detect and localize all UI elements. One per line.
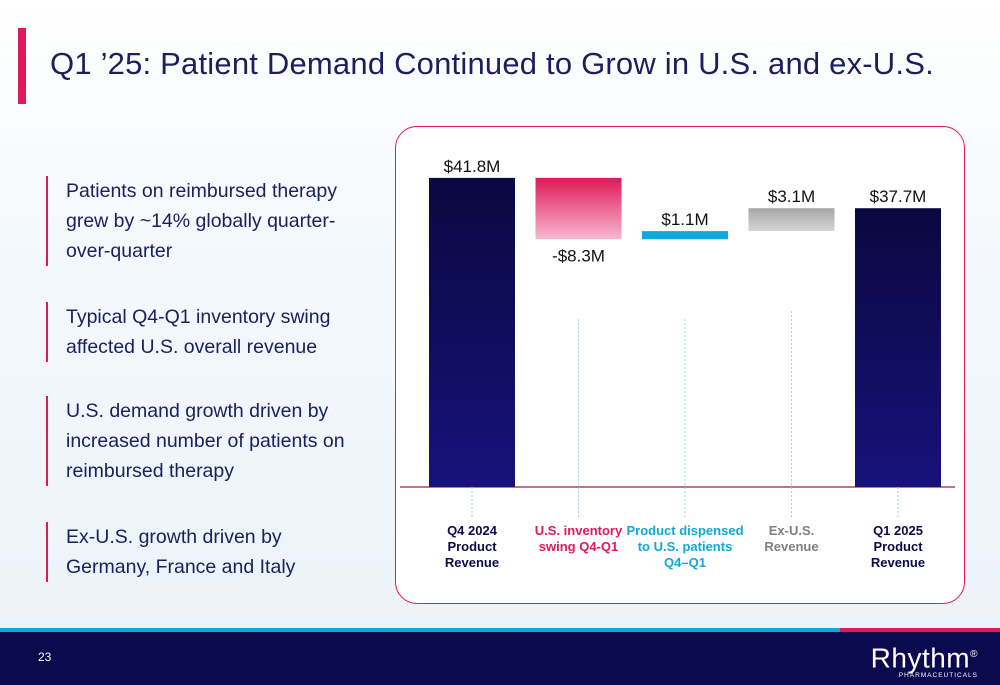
- data-label-1: -$8.3M: [552, 246, 605, 265]
- rhythm-logo: Rhythm® PHARMACEUTICALS: [870, 641, 978, 680]
- bullet-line: Typical Q4-Q1 inventory swing: [66, 306, 331, 328]
- category-label-1: U.S. inventory: [535, 523, 623, 538]
- bullet-item: Typical Q4-Q1 inventory swing affected U…: [46, 302, 330, 362]
- category-label-2: Q4–Q1: [664, 555, 706, 570]
- bar-4: [855, 208, 941, 487]
- category-label-4: Revenue: [871, 555, 925, 570]
- bar-2: [642, 231, 728, 240]
- bullet-line: Patients on reimbursed therapy: [66, 180, 337, 202]
- category-label-0: Revenue: [445, 555, 499, 570]
- logo-subtitle: PHARMACEUTICALS: [898, 672, 978, 680]
- category-label-0: Q4 2024: [447, 523, 498, 538]
- bullet-line: Germany, France and Italy: [66, 556, 296, 578]
- title-accent-bar: [18, 28, 26, 104]
- bar-3: [748, 208, 835, 232]
- logo-registered-mark: ®: [970, 649, 978, 660]
- page-number: 23: [38, 650, 52, 664]
- category-label-0: Product: [447, 539, 497, 554]
- bullet-item: Ex-U.S. growth driven by Germany, France…: [46, 522, 295, 582]
- bullet-line: reimbursed therapy: [66, 460, 234, 482]
- bullet-line: U.S. demand growth driven by: [66, 400, 329, 422]
- footer-accent-pink: [840, 628, 1000, 632]
- data-label-3: $3.1M: [768, 187, 815, 206]
- category-label-3: Ex-U.S.: [769, 523, 815, 538]
- bullet-line: affected U.S. overall revenue: [66, 336, 318, 358]
- bullet-item: Patients on reimbursed therapy grew by ~…: [46, 176, 337, 266]
- bar-0: [429, 177, 515, 487]
- bullet-line: increased number of patients on: [66, 430, 345, 452]
- category-label-3: Revenue: [764, 539, 818, 554]
- footer-accent-cyan: [0, 628, 840, 632]
- category-label-4: Product: [873, 539, 923, 554]
- category-label-1: swing Q4-Q1: [539, 539, 618, 554]
- bullet-line: grew by ~14% globally quarter-: [66, 210, 336, 232]
- data-label-2: $1.1M: [661, 210, 708, 229]
- bullet-line: over-quarter: [66, 240, 173, 262]
- logo-wordmark: Rhythm: [870, 642, 971, 674]
- bullet-item: U.S. demand growth driven by increased n…: [46, 396, 345, 486]
- data-label-0: $41.8M: [444, 157, 501, 176]
- footer-bar: [0, 632, 1000, 685]
- category-label-2: Product dispensed: [626, 523, 743, 538]
- category-label-4: Q1 2025: [873, 523, 923, 538]
- page-title: Q1 ’25: Patient Demand Continued to Grow…: [50, 46, 934, 81]
- data-label-4: $37.7M: [870, 187, 927, 206]
- bullet-line: Ex-U.S. growth driven by: [66, 526, 282, 548]
- bar-1: [535, 177, 622, 240]
- category-label-2: to U.S. patients: [638, 539, 733, 554]
